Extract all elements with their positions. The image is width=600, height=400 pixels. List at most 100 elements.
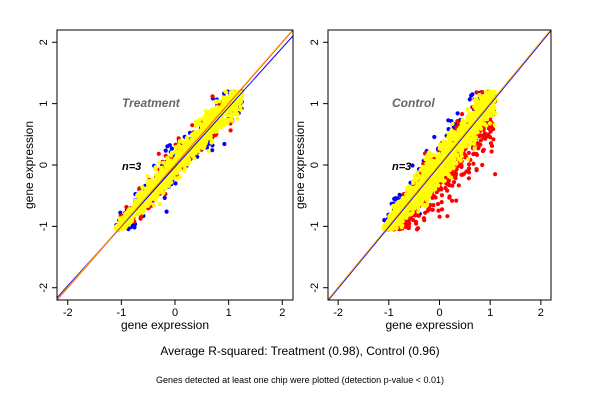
data-point-yellow — [139, 209, 144, 215]
x-tick-label: 2 — [279, 307, 285, 319]
data-point-yellow — [387, 215, 392, 220]
data-point-yellow — [238, 99, 243, 104]
y-tick-label: -2 — [309, 283, 321, 293]
data-point-yellow — [209, 137, 214, 143]
data-point-yellow — [414, 195, 419, 200]
data-point-yellow — [430, 177, 435, 182]
data-point-yellow — [420, 193, 425, 198]
n-label: n=3 — [392, 161, 411, 173]
data-point-red — [406, 219, 411, 224]
data-point-red — [435, 201, 441, 207]
data-point-yellow — [430, 187, 435, 192]
data-point-yellow — [449, 128, 454, 133]
data-point-yellow — [492, 122, 497, 127]
data-point-yellow — [218, 115, 224, 120]
data-point-yellow — [417, 202, 422, 207]
data-point-blue — [163, 148, 168, 153]
data-point-red — [474, 152, 480, 157]
data-point-yellow — [217, 120, 222, 125]
data-point-yellow — [409, 211, 414, 216]
y-axis-label: gene expression — [293, 121, 307, 209]
data-point-red — [454, 198, 459, 203]
data-point-yellow — [435, 158, 440, 163]
footer-summary: Average R-squared: Treatment (0.98), Con… — [160, 344, 439, 358]
data-point-yellow — [471, 113, 476, 118]
data-point-red — [156, 151, 161, 156]
x-tick-label: -2 — [63, 307, 73, 319]
data-point-yellow — [182, 143, 187, 148]
data-point-yellow — [179, 151, 184, 156]
data-point-yellow — [412, 187, 418, 192]
data-point-red — [422, 218, 427, 223]
data-point-red — [412, 213, 418, 218]
data-point-yellow — [159, 173, 165, 178]
data-point-yellow — [230, 89, 235, 94]
data-point-red — [413, 219, 419, 224]
data-point-red — [461, 171, 467, 176]
data-point-red — [445, 188, 450, 193]
data-point-yellow — [424, 174, 429, 179]
data-point-red — [474, 90, 479, 95]
x-tick-label: 0 — [436, 307, 442, 319]
x-tick-label: 1 — [226, 307, 232, 319]
data-point-yellow — [459, 154, 464, 159]
data-point-yellow — [481, 95, 487, 100]
data-point-red — [491, 137, 496, 142]
data-point-yellow — [128, 208, 133, 213]
data-point-yellow — [405, 207, 410, 212]
data-point-yellow — [207, 134, 212, 139]
data-point-yellow — [173, 169, 178, 174]
y-axis-label: gene expression — [22, 121, 36, 209]
data-point-yellow — [473, 126, 478, 131]
data-point-red — [493, 172, 498, 177]
data-point-yellow — [151, 180, 156, 186]
data-point-yellow — [400, 218, 405, 223]
data-point-red — [485, 133, 490, 138]
data-point-red — [478, 138, 483, 143]
data-point-yellow — [450, 142, 455, 147]
data-point-red — [431, 203, 436, 208]
data-point-yellow — [416, 209, 421, 214]
panel-label: Control — [392, 96, 435, 110]
data-point-yellow — [229, 112, 234, 117]
data-point-yellow — [445, 168, 450, 173]
data-point-yellow — [426, 192, 431, 197]
data-point-yellow — [429, 154, 434, 159]
data-point-blue — [469, 93, 474, 98]
data-point-yellow — [185, 152, 190, 157]
data-point-red — [436, 208, 441, 213]
data-point-yellow — [466, 118, 471, 123]
y-tick-label: 2 — [38, 39, 50, 45]
x-axis-label: gene expression — [121, 318, 209, 332]
data-point-red — [466, 150, 471, 155]
data-point-yellow — [475, 108, 480, 113]
data-point-yellow — [472, 104, 477, 109]
data-point-yellow — [139, 191, 144, 196]
data-point-yellow — [161, 190, 166, 195]
data-point-red — [445, 214, 450, 219]
x-tick-label: 0 — [172, 307, 178, 319]
data-point-blue — [210, 148, 215, 153]
data-point-yellow — [446, 131, 451, 136]
data-point-yellow — [455, 153, 460, 158]
data-point-blue — [382, 218, 387, 223]
data-point-yellow — [384, 220, 390, 225]
data-point-yellow — [435, 172, 440, 177]
data-point-red — [480, 148, 485, 154]
data-point-yellow — [135, 211, 140, 216]
data-point-yellow — [217, 99, 222, 104]
data-point-red — [489, 149, 494, 154]
data-point-yellow — [466, 157, 471, 162]
data-point-blue — [167, 143, 172, 148]
y-tick-label: -2 — [38, 283, 50, 293]
data-point-yellow — [478, 117, 483, 122]
data-point-yellow — [199, 139, 204, 144]
data-point-red — [430, 207, 435, 212]
data-point-yellow — [233, 112, 238, 117]
y-tick-label: 0 — [38, 162, 50, 168]
data-point-yellow — [487, 121, 492, 126]
x-tick-label: -2 — [333, 307, 343, 319]
data-point-yellow — [193, 123, 199, 128]
data-point-yellow — [420, 164, 425, 169]
